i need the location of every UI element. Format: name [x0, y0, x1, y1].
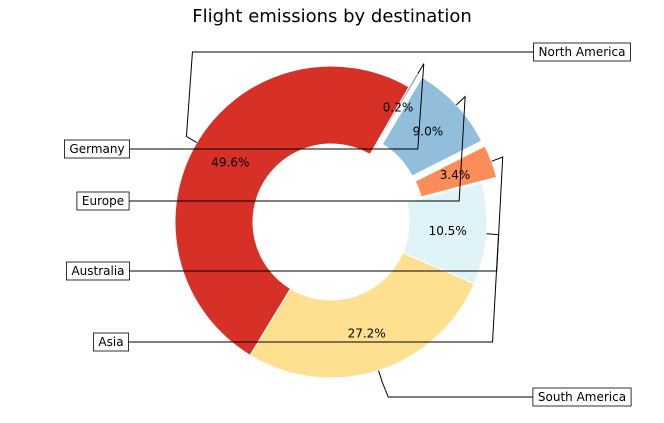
label-box-south-america — [532, 387, 632, 407]
pct-label-australia: 3.4% — [440, 168, 471, 182]
leader-line-north-america — [185, 51, 534, 143]
pct-label-south-america: 27.2% — [348, 326, 386, 340]
category-label-australia: Australia — [71, 264, 124, 278]
slice-europe — [381, 76, 483, 177]
pct-label-europe: 9.0% — [413, 124, 444, 138]
category-label-asia: Asia — [98, 335, 123, 349]
pct-label-north-america: 49.6% — [211, 155, 249, 169]
slice-south-america — [249, 252, 475, 379]
chart-title: Flight emissions by destination — [192, 6, 472, 27]
category-label-germany: Germany — [69, 142, 124, 156]
leader-line-germany — [129, 63, 425, 150]
category-label-north-america: North America — [539, 45, 626, 59]
slice-australia — [414, 145, 498, 198]
leader-line-australia — [129, 156, 504, 272]
category-label-south-america: South America — [538, 390, 626, 404]
pct-label-germany: 0.2% — [383, 101, 414, 115]
label-box-australia — [66, 261, 130, 281]
leader-line-europe — [129, 95, 466, 202]
label-box-asia — [93, 332, 129, 352]
label-box-north-america — [533, 42, 631, 62]
label-box-europe — [76, 191, 130, 211]
leader-line-asia — [128, 233, 500, 343]
slice-north-america — [174, 65, 410, 357]
category-label-europe: Europe — [82, 194, 124, 208]
pct-label-asia: 10.5% — [429, 224, 467, 238]
slice-asia — [402, 182, 488, 285]
leader-line-south-america — [378, 370, 533, 398]
label-box-germany — [64, 139, 130, 159]
slice-germany — [377, 72, 420, 143]
